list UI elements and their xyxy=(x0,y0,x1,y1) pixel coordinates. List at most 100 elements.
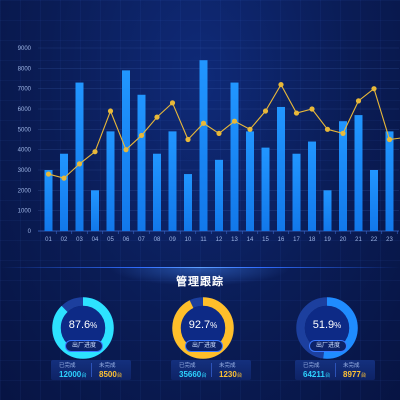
line-point xyxy=(293,110,300,116)
bar xyxy=(385,131,394,231)
gauge-card-1: 87.6% 出厂进度 已完成 12000台 未完成 8500台 xyxy=(31,297,141,397)
gauge-card-2: 92.7% 出厂进度 已完成 35660台 未完成 1230台 xyxy=(151,297,261,397)
bar xyxy=(246,131,254,231)
todo-label: 未完成 xyxy=(343,363,360,369)
bar xyxy=(261,147,270,231)
x-tick-label: 13 xyxy=(231,237,238,243)
x-tick-label: 17 xyxy=(293,237,300,243)
y-tick-label: 0 xyxy=(28,229,32,235)
section-header: 管理跟踪 xyxy=(0,262,400,292)
done-label: 已完成 xyxy=(179,363,196,369)
bar xyxy=(184,174,192,231)
bar xyxy=(75,82,84,231)
done-label: 已完成 xyxy=(303,363,320,369)
gauge-percent: 51.9% xyxy=(312,318,342,331)
bar xyxy=(168,131,177,231)
ring-progress-arc xyxy=(296,297,358,359)
line-point xyxy=(247,126,253,132)
gauge-center: 87.6% xyxy=(52,297,114,359)
bar xyxy=(199,60,208,232)
progress-ring-svg xyxy=(296,297,358,359)
x-tick-label: 22 xyxy=(371,237,378,243)
todo-value: 8500台 xyxy=(99,370,123,379)
line-point xyxy=(216,130,222,136)
line-point xyxy=(386,136,393,143)
line-point xyxy=(92,149,98,155)
x-tick-label: 04 xyxy=(92,237,99,243)
bar xyxy=(106,131,115,231)
x-tick-label: 19 xyxy=(324,237,331,243)
ring-center xyxy=(304,305,350,351)
y-tick-label: 8000 xyxy=(18,66,32,72)
x-tick-label: 06 xyxy=(123,237,130,243)
x-tick-label: 16 xyxy=(278,237,285,243)
gauge-stats: 已完成 64211台 未完成 8977台 xyxy=(295,360,375,380)
gauge-center: 51.9% xyxy=(296,297,358,359)
x-tick-label: 20 xyxy=(340,237,347,243)
x-tick-label: 09 xyxy=(169,237,176,243)
x-tick-label: 01 xyxy=(45,237,52,243)
x-tick-label: 15 xyxy=(262,237,269,243)
bar xyxy=(137,94,146,232)
line-point xyxy=(107,108,114,114)
line-point xyxy=(123,147,129,153)
y-tick-label: 5000 xyxy=(18,127,32,133)
y-tick-label: 4000 xyxy=(18,148,32,154)
gauge-percent: 92.7% xyxy=(188,318,218,331)
x-tick-label: 05 xyxy=(107,237,114,243)
ring-progress-arc xyxy=(172,297,234,359)
gauge-pill-label: 出厂进度 xyxy=(185,340,223,352)
gauge-stats: 已完成 35660台 未完成 1230台 xyxy=(171,360,251,380)
x-tick-label: 12 xyxy=(216,237,223,243)
y-tick-label: 6000 xyxy=(18,107,32,113)
x-tick-label: 21 xyxy=(355,237,362,243)
line-point xyxy=(262,108,269,114)
progress-ring-svg xyxy=(52,297,114,359)
done-stat: 已完成 64211台 xyxy=(295,360,335,380)
bar xyxy=(44,170,53,231)
section-header-line xyxy=(0,267,400,268)
x-tick-label: 02 xyxy=(61,237,68,243)
x-tick-label: 10 xyxy=(185,237,192,243)
line-point xyxy=(154,114,160,120)
done-value: 12000台 xyxy=(59,370,87,379)
bar xyxy=(370,170,378,231)
line-point xyxy=(76,161,83,167)
todo-value: 1230台 xyxy=(219,370,243,379)
bar xyxy=(308,141,316,231)
x-tick-label: 14 xyxy=(247,237,254,243)
gauge-stats: 已完成 12000台 未完成 8500台 xyxy=(51,360,131,380)
line-point xyxy=(200,120,207,126)
bar xyxy=(153,153,161,231)
line-point xyxy=(185,136,191,143)
bar xyxy=(339,121,347,231)
line-point xyxy=(355,98,362,104)
line-point xyxy=(169,100,176,106)
line-point xyxy=(371,86,377,92)
gauge-center: 92.7% xyxy=(172,297,234,359)
gauge-card-3: 51.9% 出厂进度 已完成 64211台 未完成 8977台 xyxy=(275,297,385,397)
x-tick-label: 18 xyxy=(309,237,316,243)
todo-value: 8977台 xyxy=(343,370,367,379)
bar xyxy=(60,153,68,231)
bar xyxy=(215,159,223,231)
done-value: 64211台 xyxy=(303,370,331,379)
bar-line-chart: 0 1000 2000 3000 4000 5000 6000 7000 8000 9000 01 0… xyxy=(18,46,400,243)
line-point xyxy=(340,130,346,136)
x-tick-label: 23 xyxy=(386,237,393,243)
gauge-pill-label: 出厂进度 xyxy=(309,340,347,352)
todo-stat: 未完成 8977台 xyxy=(335,360,375,380)
ring-progress-arc xyxy=(52,297,114,359)
progress-ring xyxy=(296,297,358,359)
bar xyxy=(277,106,285,231)
line-point xyxy=(138,132,145,139)
x-tick-label: 03 xyxy=(76,237,83,243)
line-point xyxy=(231,118,238,124)
line-point xyxy=(45,171,52,177)
done-stat: 已完成 35660台 xyxy=(171,360,211,380)
x-tick-label: 11 xyxy=(200,237,207,243)
line-point xyxy=(324,126,331,132)
line-series xyxy=(48,83,400,179)
section-title: 管理跟踪 xyxy=(176,276,224,288)
bar xyxy=(230,82,239,231)
